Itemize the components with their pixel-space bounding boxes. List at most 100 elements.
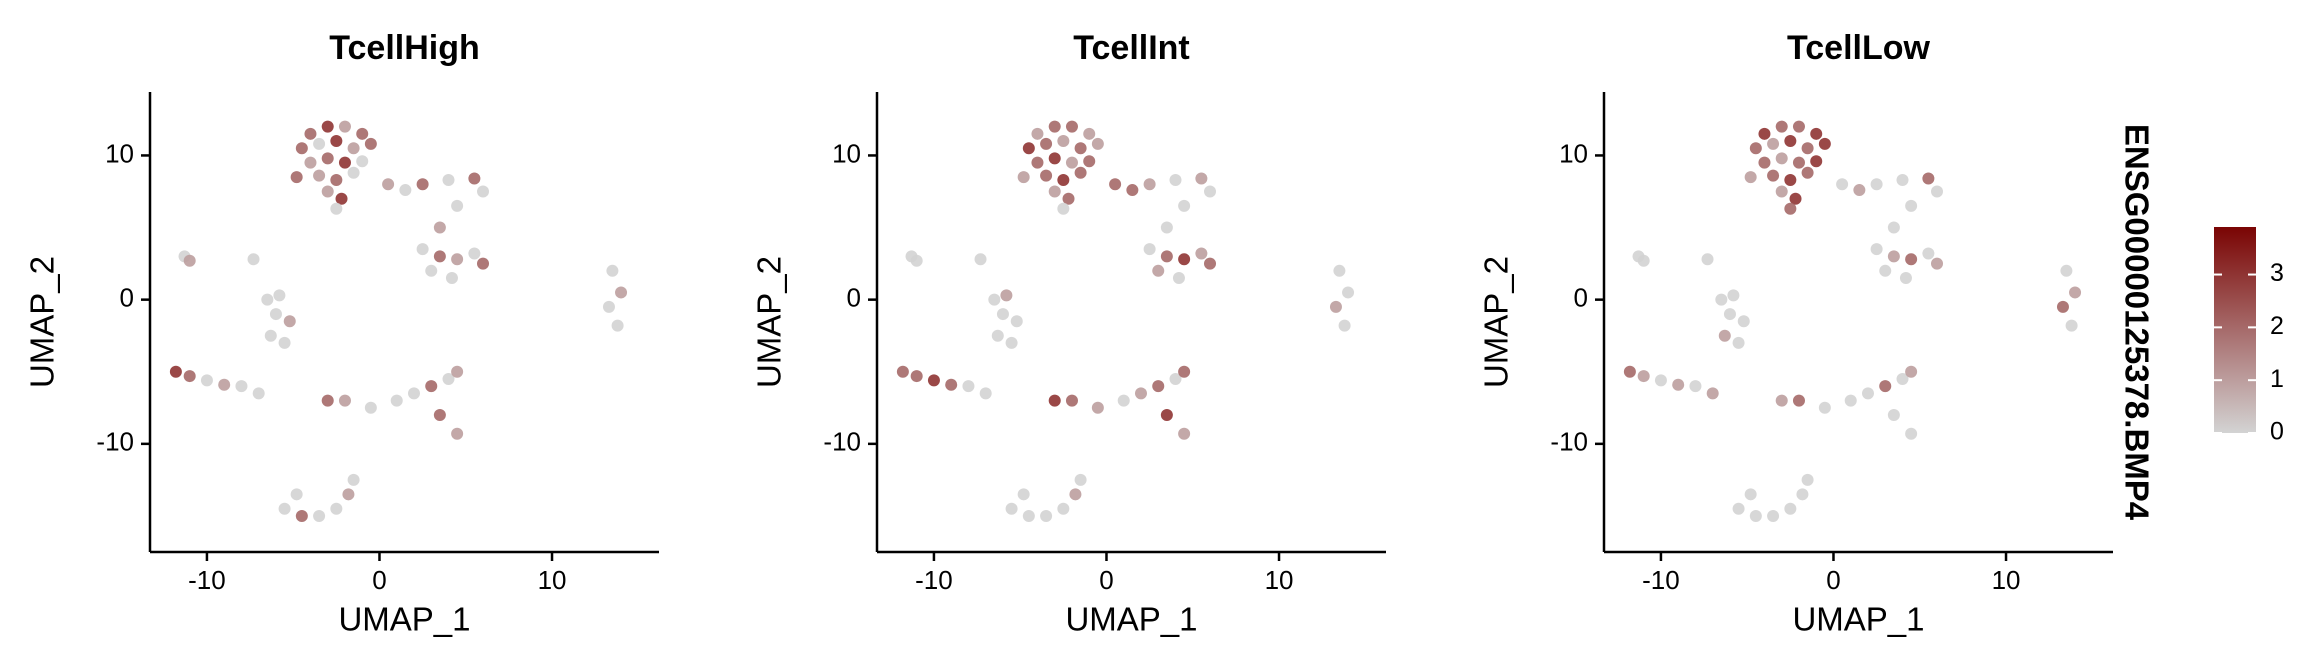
point [330, 202, 343, 215]
point [1715, 293, 1728, 306]
point [1083, 127, 1096, 140]
colorbar-tick-label: 2 [2270, 312, 2284, 340]
point [1870, 243, 1883, 256]
point [1178, 365, 1191, 378]
point [445, 272, 458, 285]
point [1767, 169, 1780, 182]
point [1792, 156, 1805, 169]
point [290, 488, 303, 501]
point [313, 509, 326, 522]
point [347, 166, 360, 179]
point [1749, 142, 1762, 155]
point [1048, 394, 1061, 407]
point [183, 370, 196, 383]
point [1000, 289, 1013, 302]
point [1022, 509, 1035, 522]
point [442, 173, 455, 186]
x-axis-label: UMAP_1 [338, 601, 470, 638]
point [468, 172, 481, 185]
point [1342, 286, 1355, 299]
point [247, 253, 260, 266]
point [1048, 185, 1061, 198]
x-tick-label: 0 [372, 565, 386, 595]
point [1792, 394, 1805, 407]
point [1178, 199, 1191, 212]
point [988, 293, 1001, 306]
point [278, 336, 291, 349]
point [338, 156, 351, 169]
point [269, 308, 282, 321]
point [1017, 171, 1030, 184]
point [1031, 156, 1044, 169]
point [356, 127, 369, 140]
point [1062, 192, 1075, 205]
point [2056, 300, 2069, 313]
point [1152, 380, 1165, 393]
point [1887, 409, 1900, 422]
point [1204, 257, 1217, 270]
point [356, 155, 369, 168]
point [1169, 173, 1182, 186]
point [1767, 509, 1780, 522]
point [407, 387, 420, 400]
point [338, 120, 351, 133]
point [611, 319, 624, 332]
point [1784, 173, 1797, 186]
point [1818, 401, 1831, 414]
point [451, 253, 464, 266]
point [313, 137, 326, 150]
point [1905, 199, 1918, 212]
point [390, 394, 403, 407]
point [1801, 473, 1814, 486]
point [1048, 120, 1061, 133]
point [1031, 127, 1044, 140]
x-axis-label: UMAP_1 [1065, 601, 1197, 638]
point [1931, 185, 1944, 198]
point [1732, 502, 1745, 515]
point [1905, 365, 1918, 378]
point [364, 401, 377, 414]
point [1091, 137, 1104, 150]
colorbar-tick-label: 3 [2270, 259, 2284, 287]
point [1117, 394, 1130, 407]
point [2065, 319, 2078, 332]
point [442, 372, 455, 385]
x-tick-label: 0 [1826, 565, 1840, 595]
point [1870, 178, 1883, 191]
point [1048, 152, 1061, 165]
point [1758, 156, 1771, 169]
y-tick-label: -10 [96, 427, 134, 457]
point [169, 365, 182, 378]
point [910, 254, 923, 267]
point [1195, 172, 1208, 185]
point [477, 185, 490, 198]
point [1905, 427, 1918, 440]
point [974, 253, 987, 266]
point [468, 247, 481, 260]
point [264, 329, 277, 342]
point [1758, 127, 1771, 140]
point [910, 370, 923, 383]
point [425, 380, 438, 393]
point [1005, 502, 1018, 515]
point [433, 409, 446, 422]
point [1178, 427, 1191, 440]
y-tick-label: 10 [832, 138, 861, 168]
point [1204, 185, 1217, 198]
point [1040, 137, 1053, 150]
point [1005, 336, 1018, 349]
point [1143, 243, 1156, 256]
point [615, 286, 628, 299]
point [1178, 253, 1191, 266]
colorbar-tick-label: 1 [2270, 365, 2284, 393]
point [1905, 253, 1918, 266]
point [1801, 166, 1814, 179]
point [1718, 329, 1731, 342]
point [1744, 488, 1757, 501]
point [1784, 502, 1797, 515]
point [1623, 365, 1636, 378]
point [996, 308, 1009, 321]
point [1749, 509, 1762, 522]
point [200, 374, 213, 387]
